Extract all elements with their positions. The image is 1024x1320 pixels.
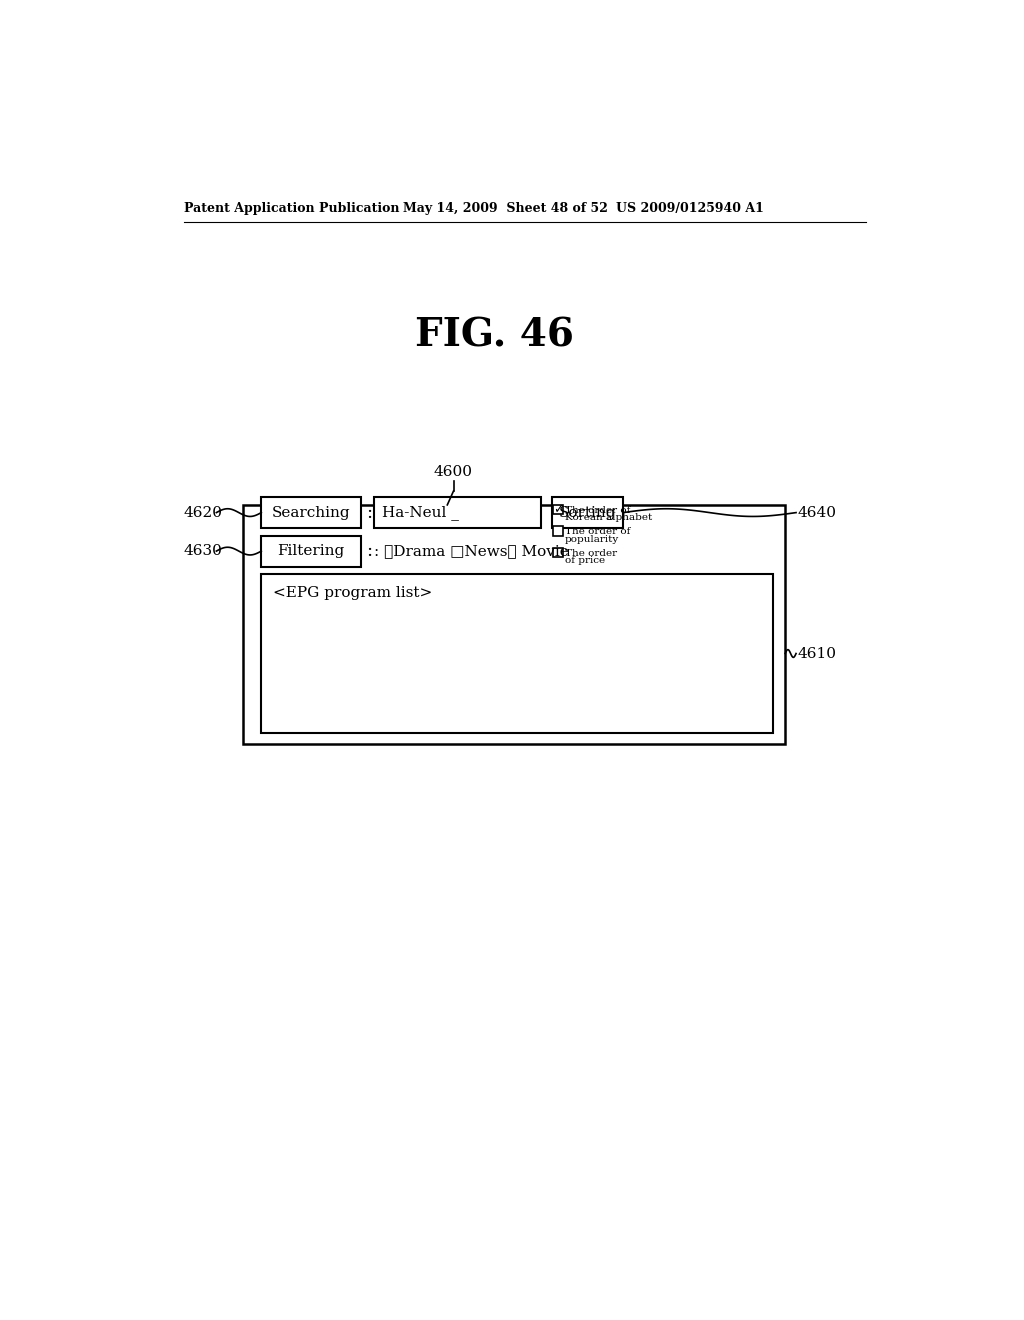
Bar — [554, 527, 563, 536]
Text: US 2009/0125940 A1: US 2009/0125940 A1 — [616, 202, 764, 215]
Bar — [261, 536, 360, 566]
Bar — [375, 498, 541, 528]
Bar — [261, 574, 773, 733]
Text: of price: of price — [565, 557, 605, 565]
Text: 4610: 4610 — [798, 647, 837, 660]
Text: :: : — [366, 543, 372, 560]
Bar — [554, 548, 563, 557]
Text: Searching: Searching — [271, 506, 350, 520]
Text: The order of: The order of — [565, 527, 631, 536]
Text: 4600: 4600 — [434, 466, 473, 479]
Text: ✓: ✓ — [553, 503, 563, 516]
Text: 4630: 4630 — [183, 544, 222, 558]
Bar — [554, 506, 563, 515]
Text: 4640: 4640 — [798, 506, 837, 520]
Text: The order: The order — [565, 549, 617, 558]
Text: 4620: 4620 — [183, 506, 223, 520]
Text: May 14, 2009  Sheet 48 of 52: May 14, 2009 Sheet 48 of 52 — [403, 202, 608, 215]
Text: Sorting: Sorting — [559, 506, 616, 520]
Text: Filtering: Filtering — [278, 544, 344, 558]
Bar — [243, 506, 785, 743]
Text: : ☑Drama □News☑ Movie: : ☑Drama □News☑ Movie — [375, 544, 569, 558]
Text: popularity: popularity — [565, 535, 620, 544]
Text: Patent Application Publication: Patent Application Publication — [183, 202, 399, 215]
Bar — [261, 498, 360, 528]
Text: :: : — [366, 504, 372, 521]
Text: Korean alphabet: Korean alphabet — [565, 513, 652, 523]
Text: The order of: The order of — [565, 506, 631, 515]
Bar — [552, 498, 624, 528]
Text: FIG. 46: FIG. 46 — [415, 317, 573, 355]
Text: <EPG program list>: <EPG program list> — [273, 586, 432, 599]
Text: Ha-Neul _: Ha-Neul _ — [382, 506, 459, 520]
